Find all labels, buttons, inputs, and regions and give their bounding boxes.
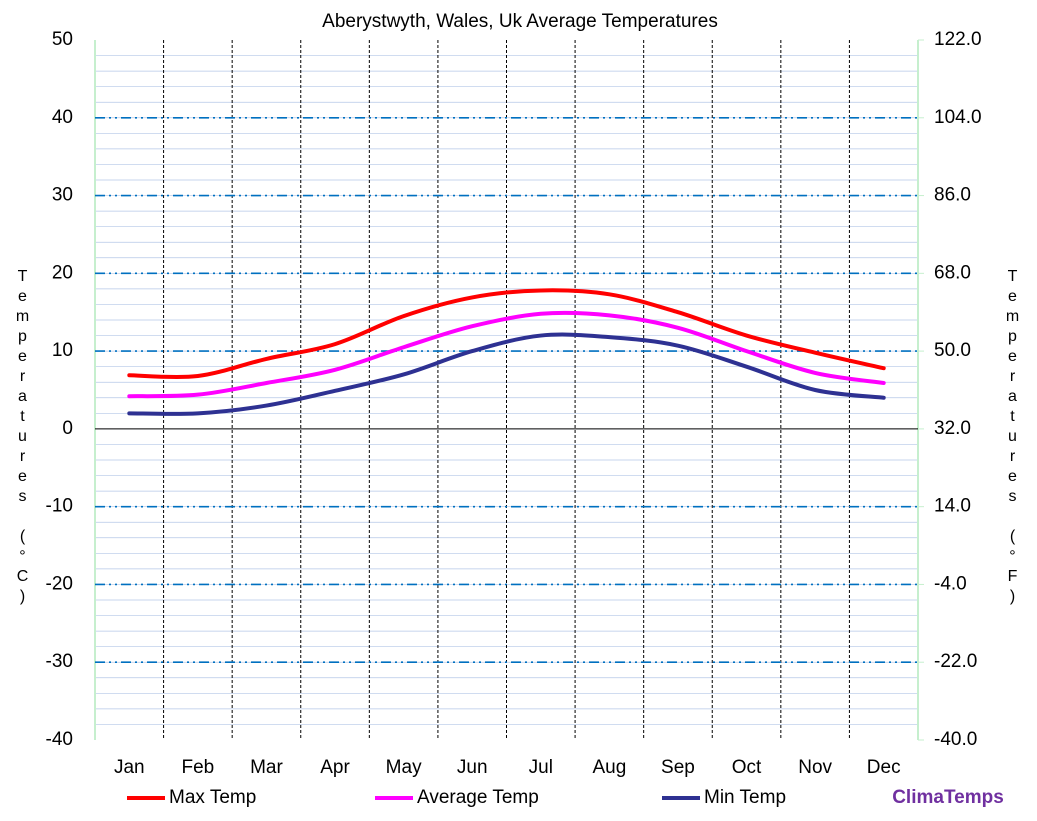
x-tick-label: Dec [867, 757, 901, 778]
y2-tick-label: 122.0 [934, 29, 982, 50]
y2-tick-label: 50.0 [934, 340, 971, 361]
y-tick-label: 20 [52, 262, 73, 283]
x-tick-label: Feb [182, 757, 215, 778]
chart-title: Aberystwyth, Wales, Uk Average Temperatu… [322, 11, 718, 32]
x-tick-label: Sep [661, 757, 695, 778]
x-tick-label: Oct [732, 757, 762, 778]
y2-tick-label: -40.0 [934, 729, 977, 750]
y2-tick-label: -4.0 [934, 573, 967, 594]
y2-tick-label: 14.0 [934, 496, 971, 517]
y-axis-label: Temperatures (°C) [14, 268, 31, 608]
y-tick-label: -30 [46, 651, 73, 672]
series-line [127, 310, 886, 399]
x-tick-label: Jun [457, 757, 488, 778]
x-tick-label: Nov [798, 757, 832, 778]
y2-tick-label: 32.0 [934, 418, 971, 439]
x-tick-label: Jan [114, 757, 145, 778]
legend-label: Max Temp [169, 787, 256, 808]
x-tick-label: Mar [250, 757, 283, 778]
series-line [127, 332, 886, 416]
y-tick-label: -40 [46, 729, 73, 750]
x-tick-label: Apr [320, 757, 350, 778]
y-tick-label: 40 [52, 107, 73, 128]
y2-tick-label: 104.0 [934, 107, 982, 128]
y-tick-label: -20 [46, 573, 73, 594]
y-tick-label: 10 [52, 340, 73, 361]
y2-tick-label: 86.0 [934, 185, 971, 206]
y-tick-label: -10 [46, 496, 73, 517]
x-tick-label: Aug [592, 757, 626, 778]
x-tick-label: Jul [529, 757, 553, 778]
legend-label: Min Temp [704, 787, 786, 808]
brand: ClimaTemps [892, 787, 1004, 808]
y-tick-label: 50 [52, 29, 73, 50]
y-tick-label: 30 [52, 185, 73, 206]
legend-label: Average Temp [417, 787, 539, 808]
y2-tick-label: -22.0 [934, 651, 977, 672]
y2-axis-label: Temperatures (°F) [1004, 268, 1021, 608]
y2-tick-label: 68.0 [934, 262, 971, 283]
y-tick-label: 0 [62, 418, 73, 439]
series-line [127, 288, 886, 380]
x-tick-label: May [386, 757, 422, 778]
